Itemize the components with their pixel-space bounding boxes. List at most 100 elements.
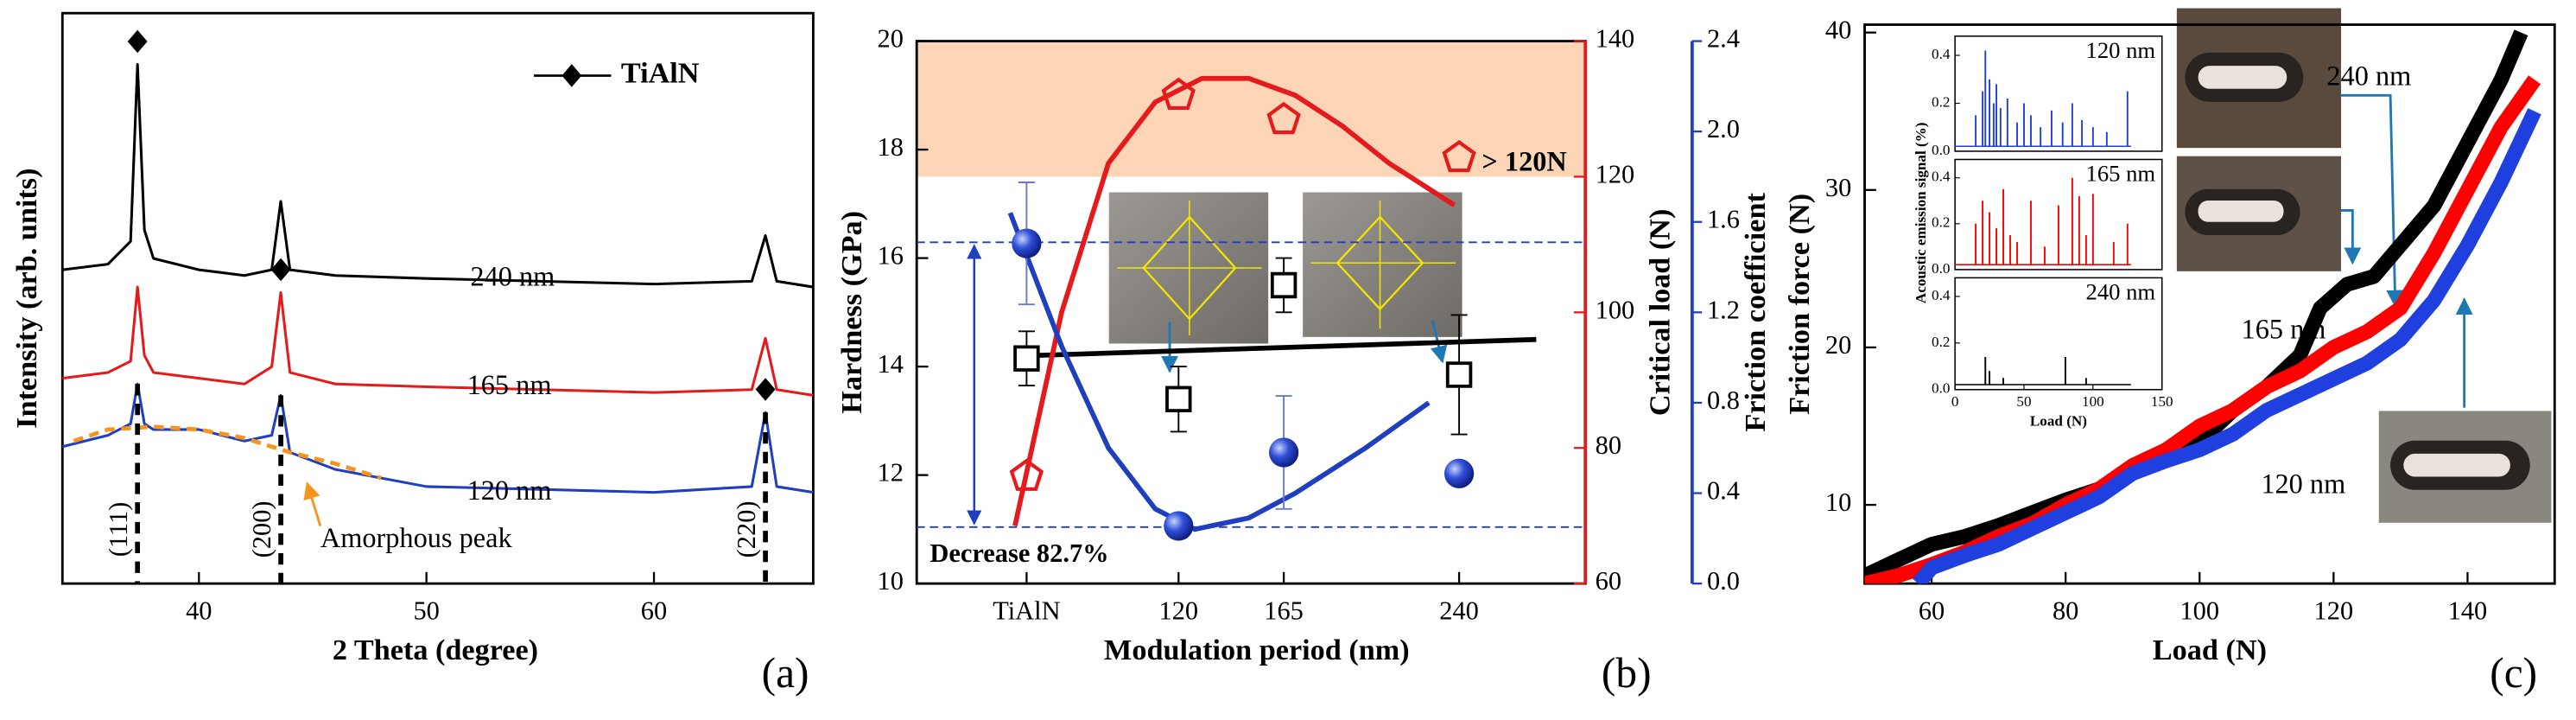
x-tick-label: 140 bbox=[2448, 596, 2488, 625]
x-tick-label: 120 bbox=[2314, 596, 2354, 625]
inset-background bbox=[1908, 26, 2173, 437]
legend-label: TiAlN bbox=[621, 56, 700, 89]
inset-y-tick-label: 0.2 bbox=[1932, 214, 1950, 231]
fit-curve bbox=[1007, 212, 1431, 532]
x-tick-label: 165 bbox=[1264, 596, 1304, 625]
y2-axis-label: Critical load (N) bbox=[1643, 209, 1676, 416]
series-label: 165 nm bbox=[2242, 314, 2326, 345]
y-tick-label: 20 bbox=[1825, 330, 1851, 360]
series-label: 240 nm bbox=[2326, 61, 2411, 92]
amorphous-fit bbox=[73, 424, 382, 481]
series-label: 120 nm bbox=[2261, 468, 2345, 499]
x-axis-label: 2 Theta (degree) bbox=[333, 634, 538, 666]
panel-label: (c) bbox=[2490, 649, 2537, 697]
inset-x-tick-label: 50 bbox=[2016, 393, 2031, 410]
inset-y-tick-label: 0.4 bbox=[1932, 287, 1951, 303]
y3-tick-label: 1.6 bbox=[1707, 205, 1740, 234]
point bbox=[1268, 437, 1299, 468]
inset-series-label: 120 nm bbox=[2086, 37, 2156, 63]
y-tick-label: 30 bbox=[1825, 173, 1851, 202]
scratch-photo bbox=[2378, 411, 2552, 523]
peak-label: (200) bbox=[247, 500, 276, 558]
y-tick-label: 14 bbox=[878, 349, 904, 379]
point bbox=[1013, 345, 1040, 372]
y3-axis-label: Friction coefficient bbox=[1739, 193, 1772, 432]
point bbox=[1161, 77, 1196, 111]
point bbox=[1442, 139, 1476, 173]
panel-label: (b) bbox=[1602, 649, 1652, 697]
inset-x-tick-label: 150 bbox=[2151, 393, 2173, 410]
x-tick-label: 40 bbox=[186, 596, 212, 625]
y-tick-label: 20 bbox=[878, 24, 904, 54]
y-axis-label: Hardness (GPa) bbox=[835, 211, 868, 414]
y3-tick-label: 0.0 bbox=[1707, 566, 1740, 596]
y2-tick-label: 80 bbox=[1596, 430, 1621, 460]
y3-tick-label: 0.4 bbox=[1707, 476, 1740, 506]
y3-tick-label: 1.2 bbox=[1707, 295, 1740, 324]
scratch-photo bbox=[2176, 8, 2342, 149]
x-tick-label: 60 bbox=[641, 596, 667, 625]
plot-frame bbox=[60, 11, 815, 585]
peak-label: (111) bbox=[104, 502, 133, 558]
arrow bbox=[303, 481, 322, 526]
inset-x-tick-label: 0 bbox=[1951, 393, 1959, 410]
fit-curve bbox=[1026, 336, 1537, 359]
line-series bbox=[62, 285, 814, 397]
inset-frame bbox=[1954, 158, 2163, 271]
x-tick-label: 80 bbox=[2053, 596, 2078, 625]
y-tick-label: 12 bbox=[878, 458, 904, 487]
series-label: 240 nm bbox=[470, 261, 555, 292]
inset-y-tick-label: 0.2 bbox=[1932, 334, 1950, 350]
y-axis-label: Friction force (N) bbox=[1783, 194, 1816, 415]
inset-x-axis-label: Load (N) bbox=[2030, 413, 2087, 430]
x-axis-label: Load (N) bbox=[2153, 634, 2267, 666]
y3-tick-label: 0.8 bbox=[1707, 385, 1740, 415]
line-series bbox=[61, 382, 814, 494]
x-tick-label: 60 bbox=[1919, 596, 1945, 625]
y2-tick-label: 120 bbox=[1596, 159, 1635, 188]
plot-frame bbox=[1863, 23, 2556, 585]
inset-y-tick-label: 0.4 bbox=[1932, 46, 1951, 62]
inset-frame bbox=[1954, 35, 2163, 152]
y-tick-label: 18 bbox=[878, 132, 904, 162]
annotation: Amorphous peak bbox=[320, 522, 513, 553]
inset-y-tick-label: 0.0 bbox=[1932, 142, 1950, 158]
point bbox=[1009, 458, 1044, 491]
inset-y-tick-label: 0.0 bbox=[1932, 380, 1950, 397]
y-axis-label: Intensity (arb. units) bbox=[10, 169, 43, 429]
inset-x-tick-label: 100 bbox=[2082, 393, 2104, 410]
annotation: > 120N bbox=[1482, 146, 1566, 177]
y-tick-label: 16 bbox=[878, 241, 904, 271]
x-tick-label: TiAlN bbox=[993, 596, 1060, 625]
y2-tick-label: 100 bbox=[1596, 295, 1635, 324]
x-axis-label: Modulation period (nm) bbox=[1104, 634, 1410, 666]
peak-label: (220) bbox=[732, 500, 761, 558]
scratch-photo bbox=[2176, 156, 2342, 271]
y-tick-label: 40 bbox=[1825, 16, 1851, 45]
series-label: 165 nm bbox=[467, 369, 552, 400]
peak-marker bbox=[127, 29, 148, 54]
line-series bbox=[1913, 108, 2541, 584]
point bbox=[1012, 228, 1042, 258]
point bbox=[1164, 511, 1194, 541]
point bbox=[1165, 385, 1192, 412]
y3-tick-label: 2.4 bbox=[1707, 24, 1740, 54]
inset-y-tick-label: 0.0 bbox=[1932, 260, 1950, 277]
inset-frame bbox=[1954, 277, 2163, 391]
arrow bbox=[2341, 93, 2404, 308]
x-tick-label: 100 bbox=[2179, 596, 2219, 625]
arrow bbox=[2341, 209, 2362, 265]
point bbox=[1266, 101, 1301, 135]
x-tick-label: 50 bbox=[413, 596, 439, 625]
x-tick-label: 120 bbox=[1159, 596, 1199, 625]
inset-y-tick-label: 0.2 bbox=[1932, 93, 1950, 110]
line-series bbox=[62, 63, 814, 289]
point bbox=[1443, 458, 1475, 488]
inset-series-label: 240 nm bbox=[2086, 279, 2156, 305]
x-tick-label: 240 bbox=[1439, 596, 1479, 625]
y2-tick-label: 60 bbox=[1596, 566, 1621, 596]
y3-tick-label: 2.0 bbox=[1707, 114, 1740, 143]
y-tick-label: 10 bbox=[878, 566, 904, 596]
legend-marker bbox=[562, 64, 582, 87]
